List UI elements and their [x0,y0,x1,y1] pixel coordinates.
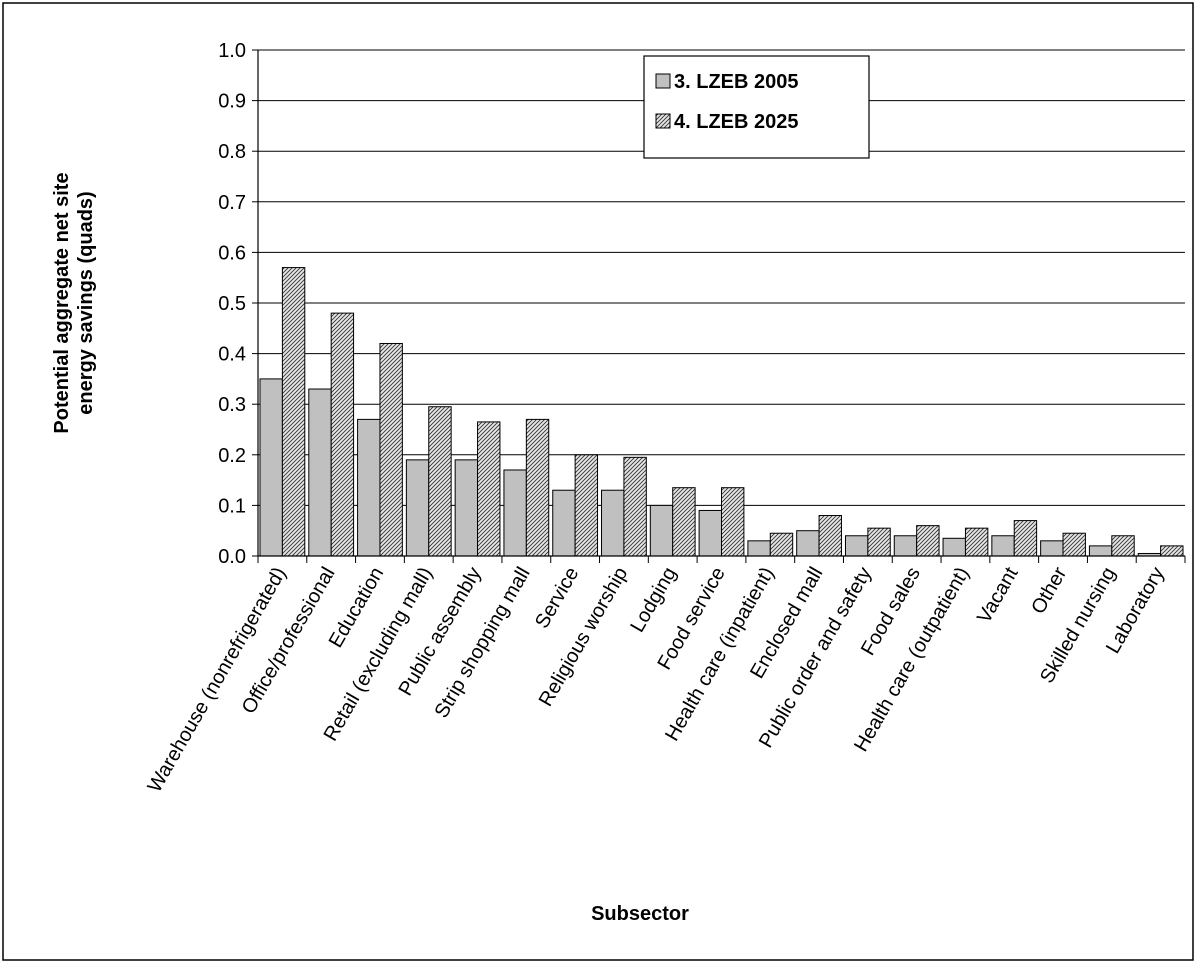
y-tick-label: 0.6 [218,242,246,264]
bar-lzeb-2005 [698,509,723,557]
bar-lzeb-2005 [405,459,430,557]
y-tick-label: 0.1 [218,495,246,517]
y-tick-label: 0.9 [218,91,246,113]
bar-lzeb-2025 [477,421,501,557]
bar-lzeb-2025 [379,342,403,557]
bar-lzeb-2025 [1111,535,1135,557]
x-axis-title: Subsector [591,903,689,925]
bar-lzeb-2005 [552,489,576,557]
y-tick-label: 0.5 [218,293,246,315]
y-axis-title-line: Potential aggregate net site [51,172,73,433]
bar-lzeb-2025 [525,418,550,557]
bar-lzeb-2025 [1013,520,1038,557]
bar-lzeb-2025 [330,312,355,557]
bar-lzeb-2025 [672,487,696,557]
y-tick-label: 0.7 [218,192,246,214]
bar-lzeb-2005 [308,388,332,557]
y-tick-label: 0.3 [218,394,246,416]
bar-lzeb-2025 [964,527,989,557]
bar-lzeb-2025 [769,532,794,557]
y-tick-labels: 0.0 0.1 0.2 0.3 0.4 0.5 0.6 0.7 0.8 0.9 1.0 [218,40,246,568]
bar-lzeb-2005 [649,504,674,557]
bar-lzeb-2025 [574,454,599,557]
bar-lzeb-2025 [818,515,842,557]
bar-lzeb-2005 [1088,545,1113,557]
bar-lzeb-2005 [893,535,918,557]
y-tick-label: 0.4 [218,344,246,366]
bar-lzeb-2025 [428,406,452,557]
bar-lzeb-2005 [454,459,479,557]
bar-lzeb-2005 [844,535,869,557]
bar-lzeb-2005 [1040,540,1064,557]
bar-lzeb-2025 [281,267,306,557]
y-axis-title-line: energy savings (quads) [75,191,97,414]
legend-label: 4. LZEB 2025 [674,111,799,133]
y-tick-label: 0.0 [218,546,246,568]
bar-lzeb-2005 [796,530,820,557]
y-tick-label: 0.8 [218,141,246,163]
bar-lzeb-2025 [916,525,940,557]
y-axis-title: Potential aggregate net site energy savin… [51,172,97,433]
legend-swatch [655,113,671,129]
bar-lzeb-2005 [357,418,381,557]
y-tick-label: 1.0 [218,40,246,62]
legend-swatch [655,73,671,89]
bar-lzeb-2005 [259,378,283,557]
bar-lzeb-2025 [867,527,891,557]
bar-lzeb-2025 [1062,532,1086,557]
y-tick-label: 0.2 [218,445,246,467]
bar-lzeb-2005 [503,469,527,557]
bar-lzeb-2025 [623,456,647,557]
bar-lzeb-2005 [747,540,771,557]
bar-lzeb-2025 [721,487,745,557]
legend-label: 3. LZEB 2005 [674,71,799,93]
bar-lzeb-2005 [991,535,1015,557]
axes [252,49,1186,563]
legend-box [643,55,870,159]
bar-lzeb-2005 [942,537,966,557]
legend: 3. LZEB 2005 4. LZEB 2025 [643,55,870,159]
bar-lzeb-2025 [1160,545,1184,557]
bar-lzeb-2005 [601,489,625,557]
